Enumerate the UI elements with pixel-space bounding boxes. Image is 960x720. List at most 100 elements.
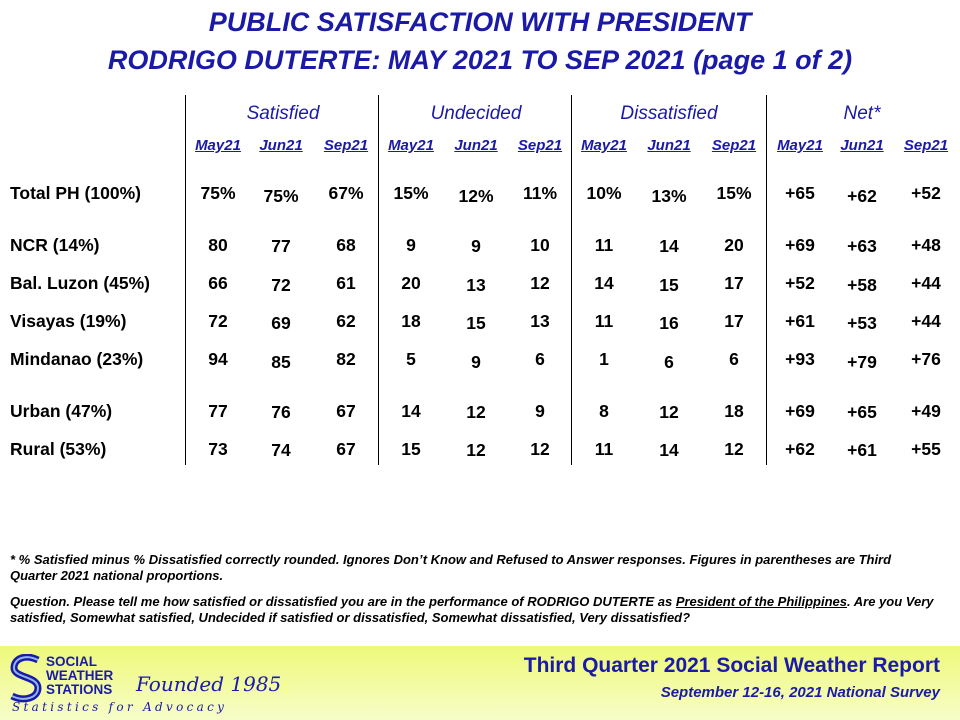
- table-cell: 75%: [263, 186, 299, 206]
- table-cell: 94: [208, 349, 228, 369]
- period-header: Jun21: [840, 137, 884, 154]
- table-cell: +49: [911, 401, 941, 421]
- table-cell: 77: [208, 401, 228, 421]
- table-cell: 1: [599, 349, 609, 369]
- table-cell: +61: [847, 440, 877, 460]
- table-cell: 73: [208, 439, 228, 459]
- logo-text-social: SOCIAL: [46, 654, 98, 669]
- table-cell: 9: [471, 352, 481, 372]
- table-cell: +76: [911, 349, 941, 369]
- founded-year: Founded 1985: [136, 672, 282, 696]
- table-cell: 12: [659, 402, 679, 422]
- table-cell: 14: [659, 236, 679, 256]
- question-intro: Question. Please tell me how satisfied o…: [10, 594, 676, 609]
- table-cell: 18: [724, 401, 744, 421]
- table-cell: 12: [724, 439, 744, 459]
- period-header: May21: [777, 137, 823, 154]
- row-label: Total PH (100%): [10, 183, 141, 203]
- table-cell: 15: [659, 275, 679, 295]
- table-cell: 9: [471, 236, 481, 256]
- period-header: Sep21: [323, 137, 369, 154]
- question-office: President of the Philippines: [675, 594, 848, 609]
- column-divider: [766, 95, 767, 465]
- footer-banner: SOCIAL WEATHER STATIONS Founded 1985 Sta…: [0, 646, 960, 720]
- group-header: Dissatisfied: [620, 103, 718, 124]
- period-header: May21: [581, 137, 627, 154]
- table-cell: 20: [401, 273, 421, 293]
- period-header: May21: [195, 137, 241, 154]
- table-cell: 12%: [458, 186, 494, 206]
- table-cell: 17: [724, 311, 744, 331]
- table-cell: 67: [336, 401, 356, 421]
- table-cell: 15%: [393, 183, 429, 203]
- table-cell: 12: [466, 440, 486, 460]
- table-cell: +69: [785, 235, 815, 255]
- table-cell: +52: [785, 273, 815, 293]
- table-cell: 77: [271, 236, 291, 256]
- survey-dates: September 12-16, 2021 National Survey: [660, 684, 940, 701]
- table-cell: 75%: [200, 183, 236, 203]
- table-cell: +65: [785, 183, 815, 203]
- table-cell: +55: [911, 439, 941, 459]
- table-cell: 74: [271, 440, 291, 460]
- table-cell: 15%: [716, 183, 752, 203]
- table-cell: +65: [847, 402, 877, 422]
- table-cell: +63: [847, 236, 877, 256]
- table-cell: +62: [785, 439, 815, 459]
- period-header: Sep21: [711, 137, 757, 154]
- table-cell: +48: [911, 235, 941, 255]
- table-cell: 9: [406, 235, 416, 255]
- table-cell: 15: [466, 313, 486, 333]
- period-header: Sep21: [903, 137, 949, 154]
- column-divider: [378, 95, 379, 465]
- table-cell: 68: [336, 235, 356, 255]
- table-cell: +79: [847, 352, 877, 372]
- table-cell: 72: [208, 311, 228, 331]
- table-cell: 11: [594, 235, 614, 255]
- column-divider: [571, 95, 572, 465]
- table-cell: +44: [911, 311, 941, 331]
- table-cell: 13%: [651, 186, 687, 206]
- table-cell: 13: [466, 275, 486, 295]
- table-cell: 11: [594, 439, 614, 459]
- period-header: May21: [388, 137, 434, 154]
- table-cell: 9: [535, 401, 545, 421]
- group-header: Satisfied: [246, 103, 320, 124]
- period-header: Jun21: [647, 137, 691, 154]
- page-title-line2: RODRIGO DUTERTE: MAY 2021 TO SEP 2021 (p…: [107, 45, 853, 75]
- table-cell: 72: [271, 275, 291, 295]
- table-cell: 14: [659, 440, 679, 460]
- table-cell: 8: [599, 401, 609, 421]
- table-cell: 82: [336, 349, 356, 369]
- column-divider: [185, 95, 186, 465]
- table-cell: 13: [530, 311, 550, 331]
- table-cell: 76: [271, 402, 291, 422]
- table-cell: +44: [911, 273, 941, 293]
- table-cell: +69: [785, 401, 815, 421]
- table-cell: 6: [535, 349, 545, 369]
- table-cell: 11%: [522, 183, 558, 203]
- table-cell: 20: [724, 235, 744, 255]
- row-label: Rural (53%): [10, 439, 107, 459]
- period-header: Jun21: [454, 137, 498, 154]
- table-cell: 6: [729, 349, 739, 369]
- table-cell: 80: [208, 235, 228, 255]
- table-cell: +61: [785, 311, 815, 331]
- table-cell: 12: [530, 273, 550, 293]
- table-cell: 66: [208, 273, 228, 293]
- group-header: Net*: [843, 103, 881, 124]
- table-cell: 18: [401, 311, 421, 331]
- table-cell: 6: [664, 352, 674, 372]
- table-cell: 12: [530, 439, 550, 459]
- table-cell: +58: [847, 275, 877, 295]
- table-cell: 12: [466, 402, 486, 422]
- table-cell: 61: [336, 273, 356, 293]
- row-label: Bal. Luzon (45%): [10, 273, 151, 293]
- logo-text-weather: WEATHER: [46, 668, 114, 683]
- table-cell: +93: [785, 349, 815, 369]
- tagline: Statistics for Advocacy: [12, 700, 228, 714]
- table-cell: 16: [659, 313, 679, 333]
- footnote: * % Satisfied minus % Dissatisfied corre…: [10, 552, 892, 583]
- table-cell: 17: [724, 273, 744, 293]
- table-cell: +52: [911, 183, 941, 203]
